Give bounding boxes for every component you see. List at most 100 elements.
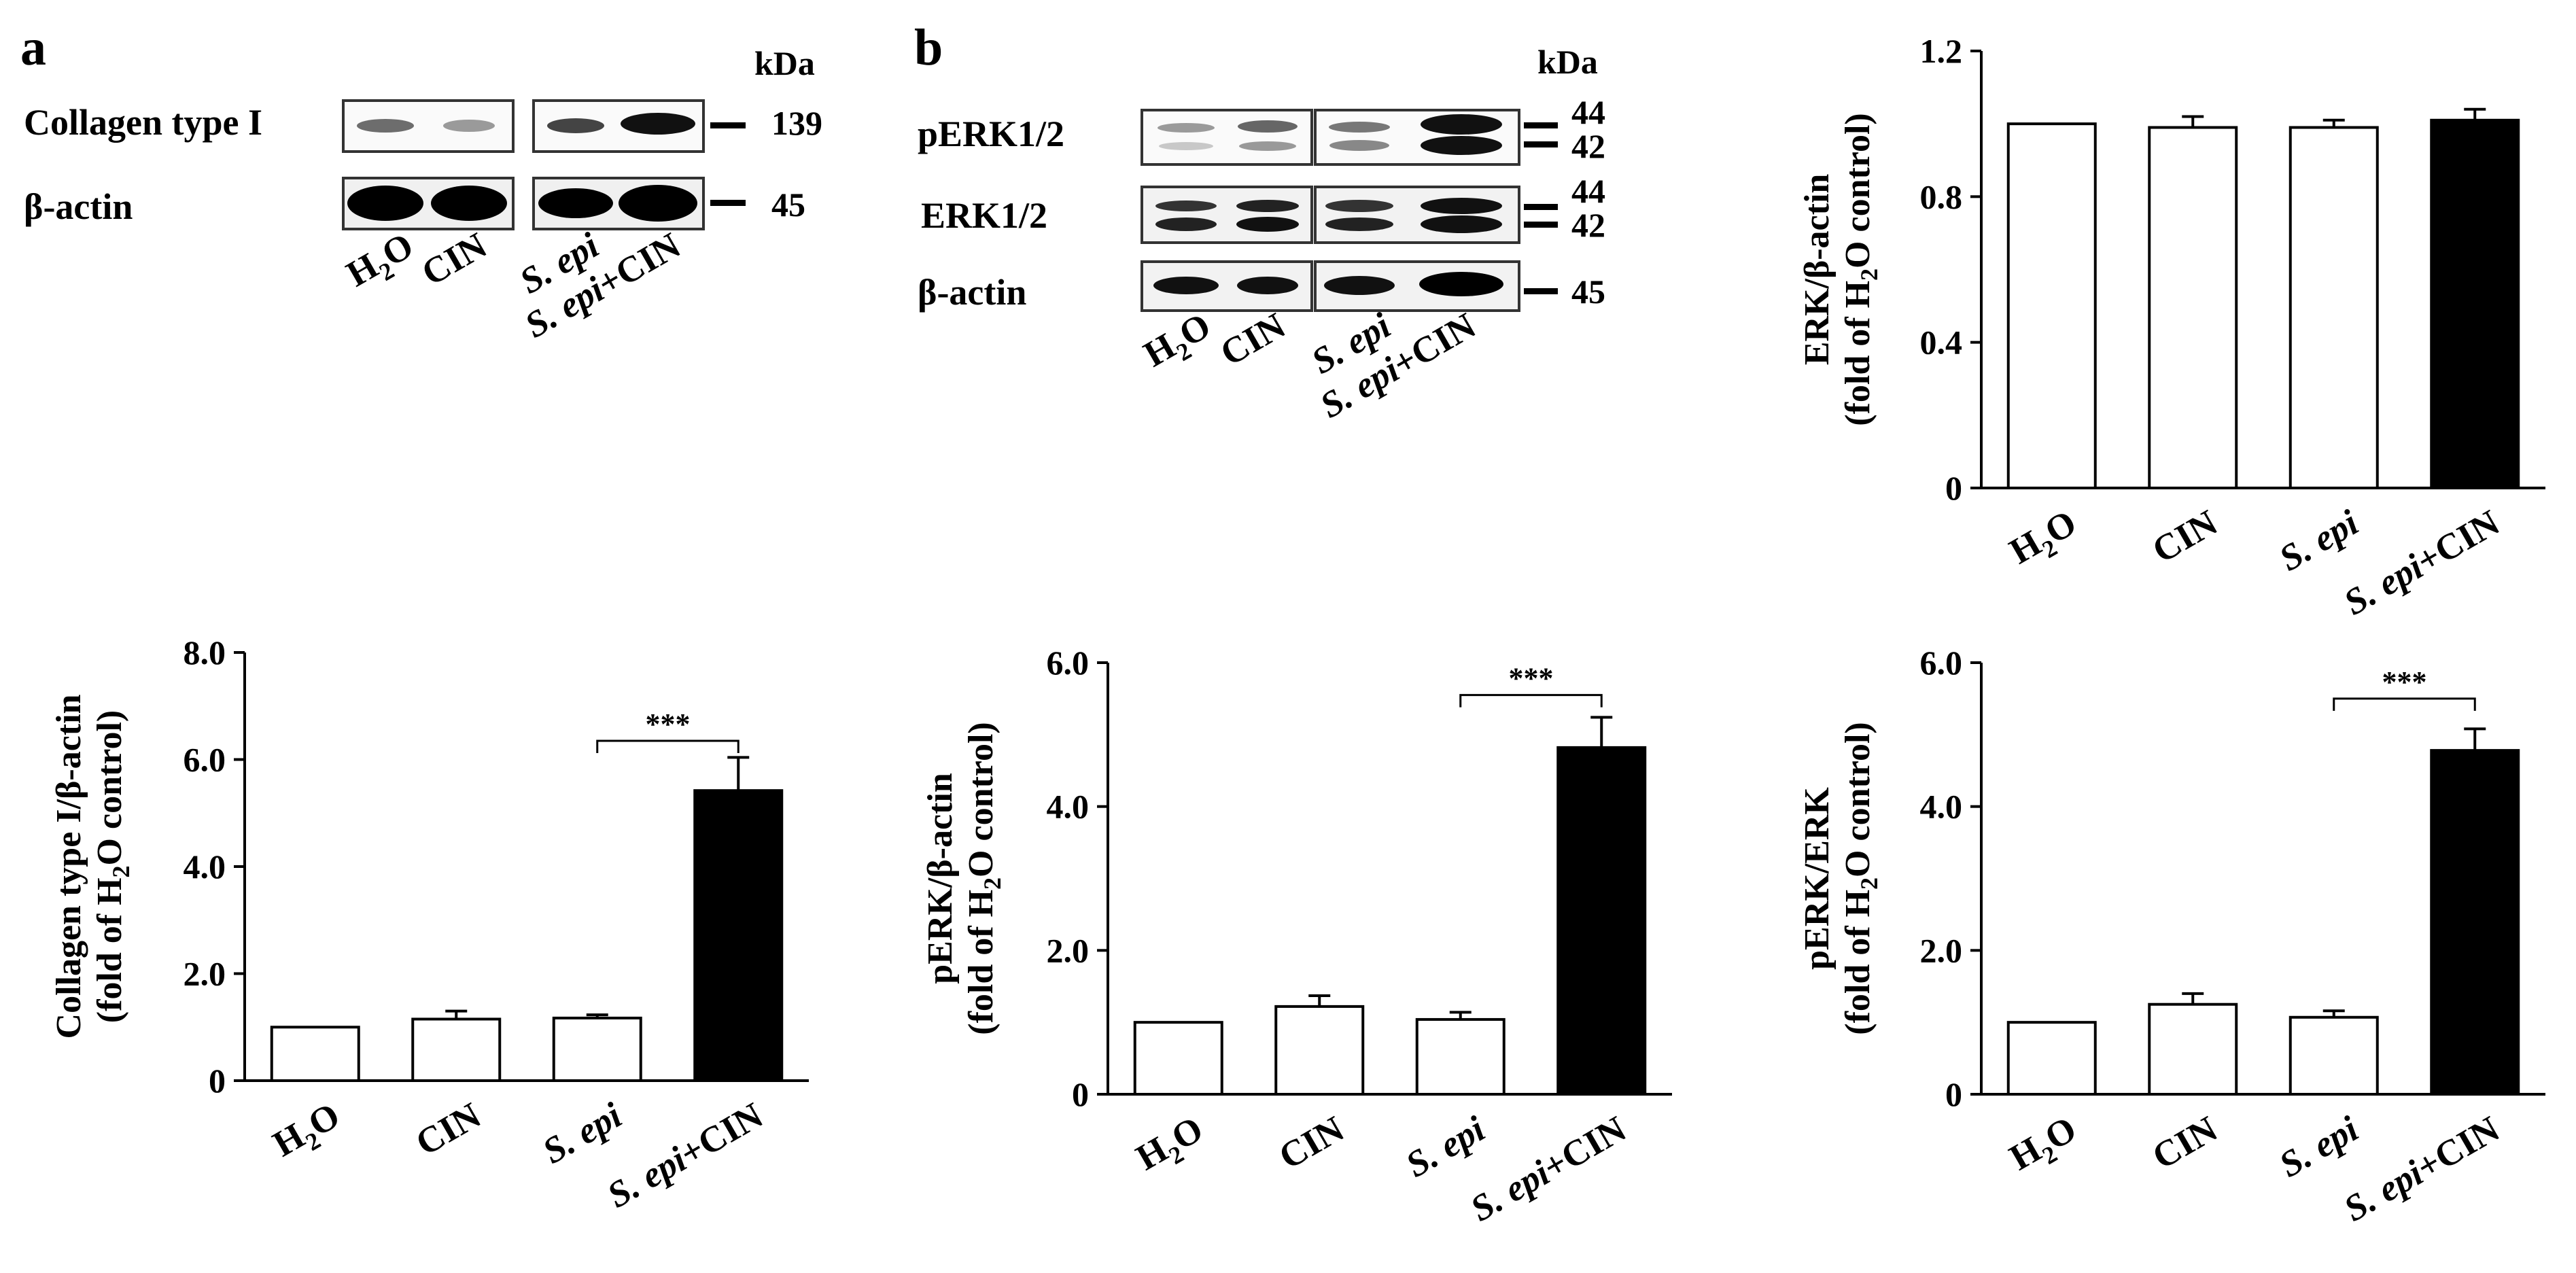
- blot-band: [1239, 141, 1296, 151]
- y-axis-title-line2: (fold of H2O control): [1839, 113, 1883, 425]
- blot-band: [1419, 272, 1503, 296]
- kda-marker-dash: [1524, 122, 1558, 128]
- category-label: CIN: [2146, 502, 2225, 570]
- bar: [1415, 1017, 1505, 1096]
- kda-marker-dash: [1524, 288, 1558, 294]
- y-tick-label: 2.0: [1920, 931, 1963, 969]
- western-blot-b: b kDa pERK1/2 ERK1/2 β-actin 44 42 44: [914, 19, 1605, 426]
- kda-marker-dash: [710, 122, 746, 128]
- category-label: S. epi+CIN: [2337, 502, 2506, 623]
- kda-marker-45: 45: [771, 186, 805, 224]
- bar: [1133, 1021, 1223, 1096]
- bar: [693, 789, 784, 1083]
- lane-label-h2o: H2O: [340, 224, 423, 300]
- y-tick-label: 4.0: [1920, 788, 1963, 826]
- kda-marker-dash: [1524, 204, 1558, 210]
- bar: [411, 1017, 502, 1082]
- y-tick-label: 4.0: [1047, 788, 1090, 826]
- category-label: H2O: [1129, 1108, 1213, 1184]
- significance-label: ***: [646, 708, 691, 741]
- category-label: CIN: [408, 1094, 487, 1163]
- y-tick-label: 6.0: [184, 741, 226, 779]
- panel-letter-b: b: [914, 19, 943, 76]
- y-tick-label: 2.0: [1047, 931, 1090, 969]
- y-tick-label: 8.0: [184, 633, 226, 672]
- blot-band: [1155, 200, 1217, 211]
- kda-marker-dash: [710, 200, 746, 206]
- kda-marker-44: 44: [1571, 172, 1605, 210]
- blot-band: [621, 113, 695, 135]
- blot-row-label-actin: β-actin: [24, 186, 133, 227]
- kda-unit-label: kDa: [1537, 43, 1598, 81]
- western-blot-a: a kDa Collagen type I β-actin 139 45 H2O…: [20, 19, 822, 346]
- significance-bracket: [596, 739, 739, 753]
- blot-band: [1236, 200, 1299, 212]
- lane-label-cin: CIN: [415, 224, 493, 293]
- blot-band: [538, 188, 613, 218]
- y-tick-label: 0.8: [1920, 177, 1963, 215]
- kda-marker-dash: [1524, 141, 1558, 147]
- y-axis-title: Collagen type I/β-actin: [50, 694, 88, 1039]
- y-tick-label: 0: [1945, 469, 1962, 507]
- blot-band: [619, 185, 697, 222]
- bar: [270, 1026, 360, 1082]
- category-label: H2O: [2002, 1108, 2086, 1184]
- blot-band: [1324, 276, 1395, 295]
- category-label: H2O: [266, 1094, 349, 1170]
- y-tick-label: 0: [209, 1062, 226, 1100]
- y-tick-label: 0.4: [1920, 324, 1963, 362]
- category-label: S. epi: [2272, 502, 2365, 578]
- bar: [2148, 126, 2238, 489]
- blot-band: [1329, 122, 1390, 133]
- y-axis-title-line2: (fold of H2O control): [1839, 722, 1883, 1034]
- y-tick-label: 0: [1072, 1075, 1089, 1113]
- blot-band: [1421, 215, 1502, 233]
- blot-band: [1329, 140, 1389, 151]
- y-tick-label: 2.0: [184, 955, 226, 993]
- blot-band: [357, 119, 414, 133]
- blot-band: [347, 186, 423, 221]
- blot-band: [431, 186, 507, 221]
- significance-bracket: [2333, 697, 2476, 711]
- y-tick-label: 1.2: [1920, 32, 1963, 70]
- blot-band: [1325, 200, 1393, 212]
- category-label: H2O: [2002, 502, 2086, 578]
- kda-marker-139: 139: [771, 104, 822, 142]
- blot-row-label-perk: pERK1/2: [918, 114, 1064, 154]
- blot-band: [1238, 120, 1298, 133]
- kda-marker-45: 45: [1571, 273, 1605, 311]
- lane-label-cin: CIN: [1213, 304, 1292, 373]
- bar: [2006, 122, 2097, 489]
- bar: [2288, 1015, 2379, 1096]
- bar: [2148, 1002, 2238, 1096]
- kda-marker-dash: [1524, 222, 1558, 228]
- y-axis-title: pERK/β-actin: [921, 773, 960, 984]
- y-tick-label: 6.0: [1047, 644, 1090, 682]
- panel-letter-a: a: [20, 19, 46, 76]
- blot-frame: [1314, 186, 1520, 244]
- category-label: S. epi+CIN: [1463, 1108, 1633, 1229]
- blot-row-label-actin: β-actin: [918, 272, 1026, 313]
- bar: [1274, 1005, 1365, 1096]
- blot-band: [1325, 217, 1393, 231]
- kda-marker-44: 44: [1571, 93, 1605, 131]
- bar: [1556, 746, 1647, 1096]
- bar: [2430, 118, 2520, 489]
- blot-row-label-erk: ERK1/2: [921, 195, 1047, 236]
- blot-band: [1421, 136, 1502, 155]
- category-label: S. epi: [2272, 1108, 2365, 1185]
- category-label: CIN: [2146, 1108, 2225, 1176]
- blot-band: [547, 118, 604, 133]
- bar: [2288, 126, 2379, 489]
- blot-band: [1155, 217, 1217, 231]
- bar: [552, 1016, 642, 1083]
- blot-band: [1421, 198, 1502, 214]
- category-label: S. epi+CIN: [600, 1094, 769, 1215]
- category-label: S. epi: [536, 1094, 629, 1171]
- y-axis-title-line2: (fold of H2O control): [962, 722, 1006, 1034]
- bar: [2430, 749, 2520, 1096]
- kda-marker-42: 42: [1571, 127, 1605, 165]
- blot-frame: [1141, 186, 1313, 244]
- category-label: CIN: [1272, 1108, 1351, 1176]
